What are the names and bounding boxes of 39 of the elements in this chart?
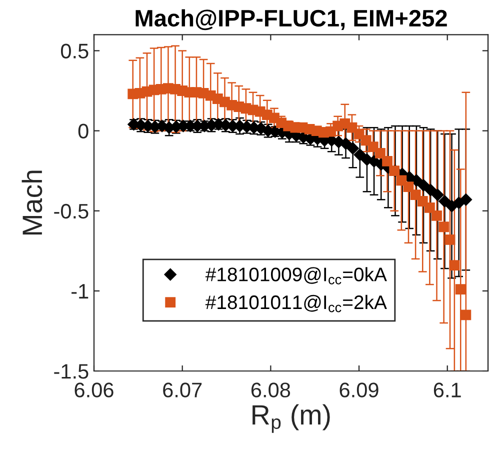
y-axis-title: Mach (22, 170, 42, 235)
chart-title: Mach@IPP-FLUC1, EIM+252 (136, 9, 447, 30)
point (360, 135, 372, 146)
legend-label: #18101009@I$_{cc}$=0kA (205, 267, 387, 284)
point (354, 148, 366, 161)
x-tick-label: 6.08 (251, 382, 290, 398)
point (382, 156, 392, 166)
point (424, 184, 437, 196)
y-tick-label: 0 (78, 124, 88, 139)
point (346, 142, 359, 154)
point (396, 175, 407, 186)
point (455, 284, 466, 295)
point (460, 310, 472, 320)
point (432, 188, 444, 201)
x-tick-label: 6.09 (340, 382, 378, 398)
point (375, 148, 386, 158)
y-tick-label: -1 (72, 284, 88, 298)
point (403, 182, 414, 192)
point (460, 194, 472, 206)
x-axis-title: R$_{p}$ (m) (252, 404, 330, 433)
point (417, 179, 430, 192)
x-tick-label: 6.1 (434, 382, 461, 398)
point (438, 222, 450, 232)
point (438, 195, 451, 208)
point (424, 202, 435, 213)
point (432, 210, 442, 221)
point (410, 174, 423, 187)
point (449, 260, 460, 271)
x-tick-label: 6.07 (163, 382, 202, 398)
point (346, 122, 358, 133)
legend-label: #18101011@I$_{cc}$=2kA (205, 294, 387, 312)
point (410, 190, 421, 200)
y-tick-label: -0.5 (54, 204, 88, 219)
point (444, 234, 456, 245)
y-tick-label: 0.5 (60, 44, 88, 58)
y-tick-label: -1.5 (54, 364, 88, 379)
point (446, 200, 458, 212)
x-tick-label: 6.06 (74, 382, 114, 398)
point (340, 138, 352, 150)
